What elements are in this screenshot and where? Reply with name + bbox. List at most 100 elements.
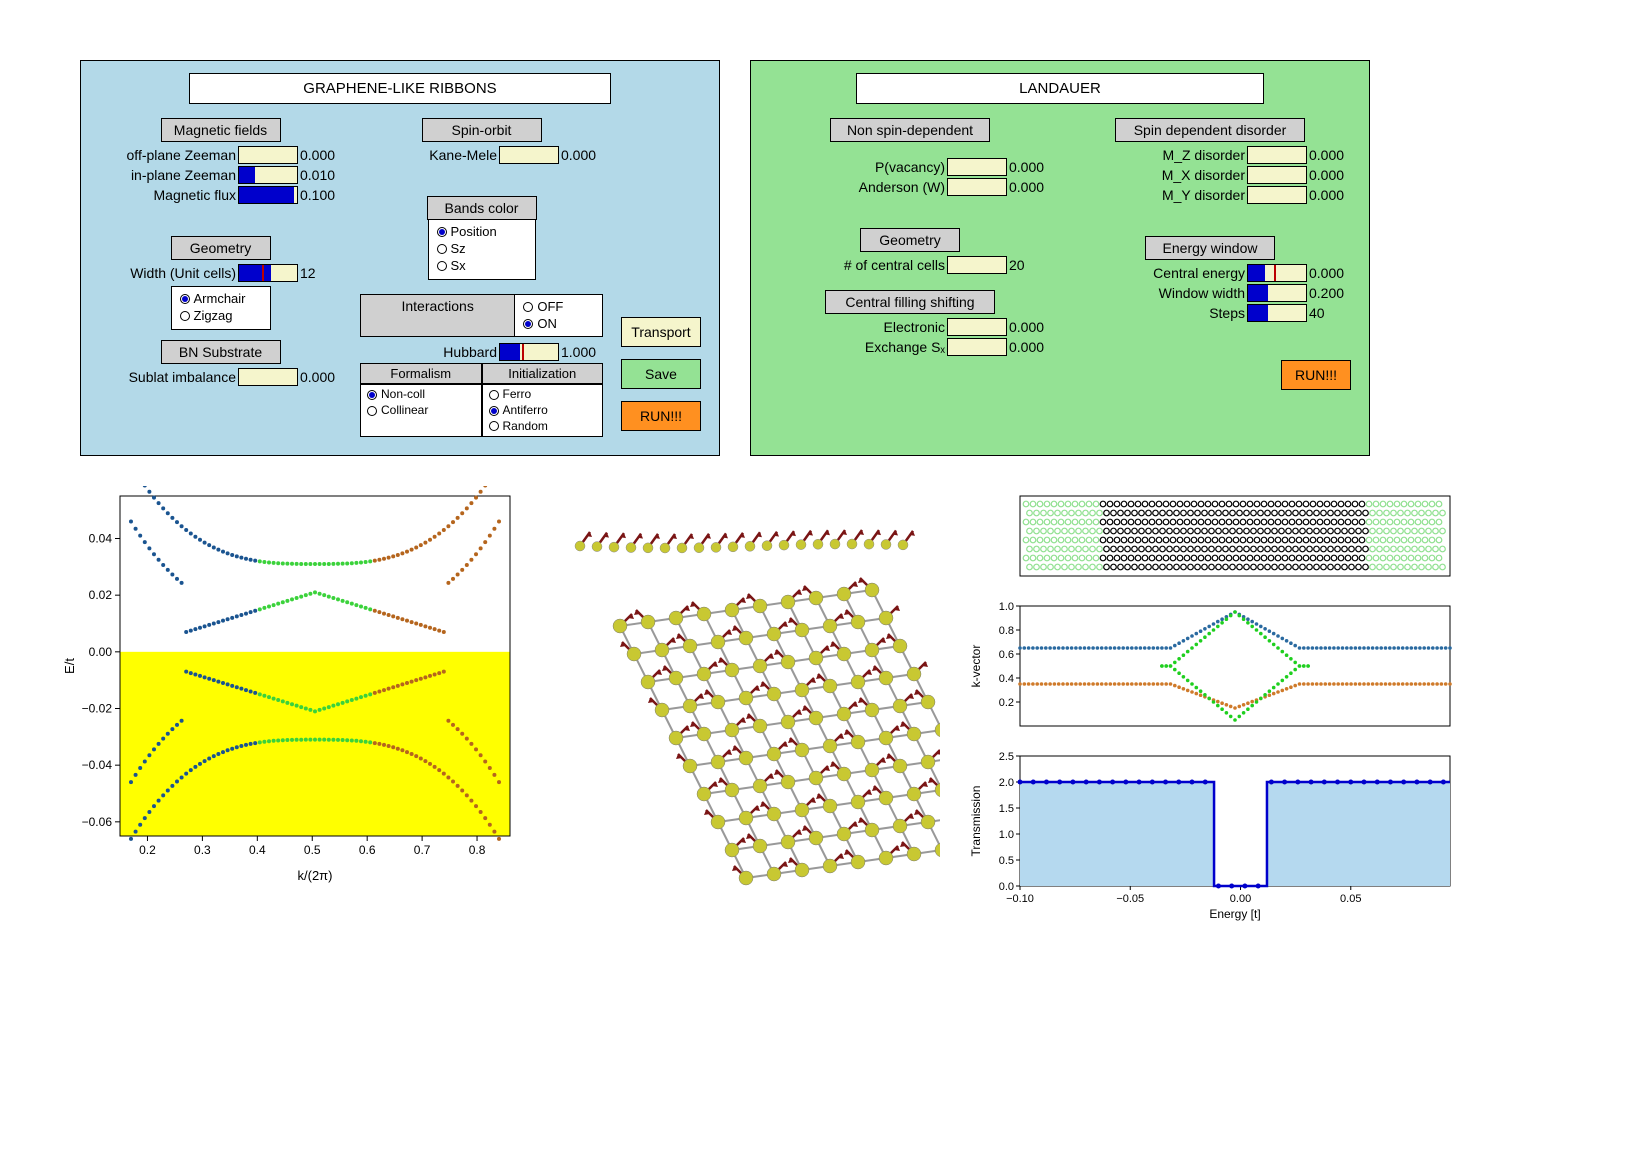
transport-charts: 0.20.40.60.81.0k-vector0.00.51.01.52.02.… [960,486,1480,926]
svg-text:k-vector: k-vector [969,645,983,688]
svg-text:0.5: 0.5 [999,855,1014,867]
my-slider[interactable] [1247,186,1307,204]
svg-text:1.0: 1.0 [999,601,1014,613]
svg-text:0.4: 0.4 [999,673,1014,685]
svg-text:E/t: E/t [62,658,77,674]
exchange-slider[interactable] [947,338,1007,356]
sublat-slider[interactable] [238,368,298,386]
hubbard-value: 1.000 [561,344,603,360]
bandscolor-header: Bands color [427,196,537,220]
landauer-title: LANDAUER [856,73,1263,104]
svg-text:0.3: 0.3 [194,843,211,857]
transport-button[interactable]: Transport [621,317,701,347]
svg-text:0.7: 0.7 [414,843,431,857]
ncells-label: # of central cells [769,257,945,273]
init-radio[interactable]: Ferro Antiferro Random [482,384,604,437]
steps-label: Steps [1069,305,1245,321]
nonspin-header: Non spin-dependent [830,118,990,142]
ncells-slider[interactable] [947,256,1007,274]
steps-slider[interactable] [1247,304,1307,322]
geometry-radio[interactable]: Armchair Zigzag [171,286,271,330]
kanemele-label: Kane-Mele [360,147,497,163]
svg-text:−0.06: −0.06 [82,815,113,829]
svg-text:0.8: 0.8 [469,843,486,857]
on-radio-icon [523,319,533,329]
electronic-slider[interactable] [947,318,1007,336]
svg-text:k/(2π): k/(2π) [298,868,333,883]
magfields-header: Magnetic fields [161,118,281,142]
svg-text:−0.04: −0.04 [82,758,113,772]
width-slider[interactable] [238,264,298,282]
bandscolor-radio[interactable]: Position Sz Sx [428,220,536,280]
init-header: Initialization [482,363,604,384]
svg-text:0.05: 0.05 [1340,893,1361,905]
svg-text:1.0: 1.0 [999,829,1014,841]
svg-text:0.00: 0.00 [89,645,113,659]
mz-label: M_Z disorder [1069,147,1245,163]
svg-text:0.04: 0.04 [89,532,113,546]
pvac-label: P(vacancy) [769,159,945,175]
flux-label: Magnetic flux [99,187,236,203]
geometry-header: Geometry [171,236,271,260]
svg-text:0.2: 0.2 [999,697,1014,709]
lattice-render [540,486,940,926]
inplane-value: 0.010 [300,167,342,183]
bn-header: BN Substrate [161,340,281,364]
my-label: M_Y disorder [1069,187,1245,203]
svg-text:2.5: 2.5 [999,751,1014,763]
hubbard-slider[interactable] [499,343,559,361]
offplane-label: off-plane Zeeman [99,147,236,163]
inplane-slider[interactable] [238,166,298,184]
svg-text:1.5: 1.5 [999,803,1014,815]
formalism-header: Formalism [360,363,482,384]
svg-text:−0.10: −0.10 [1006,893,1034,905]
mz-slider[interactable] [1247,146,1307,164]
spindep-header: Spin dependent disorder [1115,118,1305,142]
interactions-header: Interactions [360,294,515,338]
left-col: Magnetic fields off-plane Zeeman 0.000 i… [99,118,342,437]
svg-text:0.5: 0.5 [304,843,321,857]
filling-header: Central filling shifting [825,290,995,314]
svg-text:0.4: 0.4 [249,843,266,857]
central-label: Central energy [1069,265,1245,281]
winwidth-label: Window width [1069,285,1245,301]
run-button[interactable]: RUN!!! [621,401,701,431]
svg-text:0.02: 0.02 [89,588,113,602]
width-label: Width (Unit cells) [99,265,236,281]
btn-col: Transport Save RUN!!! [621,118,701,437]
anderson-label: Anderson (W) [769,179,945,195]
svg-text:0.2: 0.2 [139,843,156,857]
sx-radio-icon [437,261,447,271]
svg-text:0.6: 0.6 [359,843,376,857]
svg-text:−0.05: −0.05 [1116,893,1144,905]
band-chart: 0.04 0.02 0.00 −0.02 −0.04 −0.06 0.2 0.3 0.4 0.5 0… [60,486,520,926]
mx-slider[interactable] [1247,166,1307,184]
formalism-radio[interactable]: Non-coll Collinear [360,384,482,437]
svg-text:0.6: 0.6 [999,649,1014,661]
graphene-title: GRAPHENE-LIKE RIBBONS [189,73,610,104]
save-button[interactable]: Save [621,359,701,389]
winwidth-slider[interactable] [1247,284,1307,302]
interactions-onoff[interactable]: OFF ON [515,294,603,338]
flux-slider[interactable] [238,186,298,204]
offplane-slider[interactable] [238,146,298,164]
zigzag-radio-icon [180,311,190,321]
mx-label: M_X disorder [1069,167,1245,183]
pvac-slider[interactable] [947,158,1007,176]
kanemele-slider[interactable] [499,146,559,164]
kanemele-value: 0.000 [561,147,603,163]
run2-button[interactable]: RUN!!! [1281,360,1351,390]
svg-text:0.0: 0.0 [999,881,1014,893]
hubbard-label: Hubbard [360,344,497,360]
svg-text:Energy [t]: Energy [t] [1209,907,1260,921]
landauer-panel: LANDAUER Non spin-dependent P(vacancy) 0… [750,60,1370,456]
inplane-label: in-plane Zeeman [99,167,236,183]
position-radio-icon [437,227,447,237]
electronic-label: Electronic [769,319,945,335]
energy-header: Energy window [1145,236,1275,260]
sz-radio-icon [437,244,447,254]
central-slider[interactable] [1247,264,1307,282]
anderson-slider[interactable] [947,178,1007,196]
offplane-row: off-plane Zeeman 0.000 [99,146,342,164]
svg-text:−0.02: −0.02 [82,702,113,716]
